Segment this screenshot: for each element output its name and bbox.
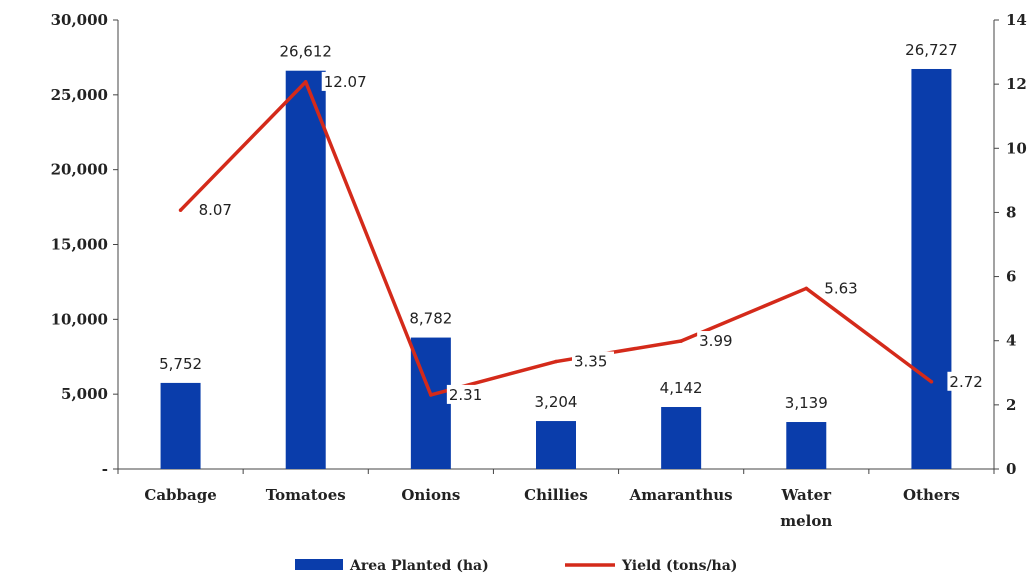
y-right-tick-label: 12 bbox=[1006, 75, 1027, 93]
line-value-label: 12.07 bbox=[324, 73, 367, 91]
bar-value-label: 5,752 bbox=[159, 355, 202, 373]
line-value-label-bg bbox=[947, 371, 990, 391]
legend: Area Planted (ha) Yield (tons/ha) bbox=[295, 558, 737, 574]
line-value-label: 2.31 bbox=[449, 386, 482, 404]
bar-value-label: 3,139 bbox=[785, 394, 828, 412]
bar-value-label: 4,142 bbox=[660, 379, 703, 397]
bar bbox=[661, 407, 702, 469]
x-category-label: Others bbox=[903, 486, 960, 504]
line-point bbox=[554, 359, 558, 364]
line-value-label: 8.07 bbox=[199, 201, 232, 219]
line-value-label: 5.63 bbox=[824, 279, 857, 297]
y-right-tick-label: 8 bbox=[1006, 203, 1016, 221]
bars bbox=[160, 68, 952, 470]
x-category-label: Amaranthus bbox=[629, 486, 733, 504]
bar-value-label: 26,612 bbox=[279, 43, 332, 61]
line-point bbox=[929, 379, 934, 384]
line-value-label: 3.99 bbox=[699, 332, 732, 350]
y-right-tick-label: 2 bbox=[1006, 396, 1016, 414]
line-value-label-bg bbox=[321, 71, 374, 91]
x-category-label: Cabbage bbox=[144, 486, 216, 504]
y-left-tick-label: 20,000 bbox=[51, 161, 108, 179]
axes: - 5,000 10,000 15,000 20,000 25,000 30,000 0 2 4 6… bbox=[51, 11, 1027, 530]
bar-value-label: 8,782 bbox=[409, 310, 452, 328]
y-right-tick-label: 4 bbox=[1006, 332, 1016, 350]
y-left-tick-label: 15,000 bbox=[51, 236, 108, 254]
line-point bbox=[804, 286, 809, 291]
line-point bbox=[178, 208, 183, 212]
line-point bbox=[679, 339, 683, 343]
y-left-tick-label: 30,000 bbox=[51, 11, 108, 29]
bar bbox=[285, 70, 326, 470]
y-left-tick-label: 5,000 bbox=[61, 385, 108, 403]
y-left-tick-label: - bbox=[102, 460, 108, 478]
x-category-label: Chillies bbox=[524, 486, 588, 504]
y-right-tick-label: 0 bbox=[1006, 460, 1016, 478]
line-value-label: 2.72 bbox=[949, 373, 982, 391]
bar-value-label: 26,727 bbox=[905, 41, 958, 59]
x-category-label: Water bbox=[780, 486, 832, 504]
line-value-label-bg bbox=[572, 351, 614, 371]
line-value-label-bg bbox=[822, 278, 865, 298]
legend-line-label: Yield (tons/ha) bbox=[621, 558, 737, 574]
line-value-label-bg bbox=[196, 200, 239, 220]
yield-line bbox=[178, 80, 934, 397]
bar bbox=[786, 422, 827, 469]
bar bbox=[536, 421, 576, 469]
line-value-label-bg bbox=[697, 331, 740, 351]
bar bbox=[911, 68, 952, 469]
x-category-label: Onions bbox=[401, 486, 460, 504]
y-right-tick-label: 6 bbox=[1006, 268, 1016, 286]
y-right-tick-label: 10 bbox=[1006, 139, 1027, 157]
bar-value-label: 3,204 bbox=[535, 393, 578, 411]
line-value-label: 3.35 bbox=[574, 353, 607, 371]
line-value-label-bg bbox=[446, 384, 489, 404]
y-left-tick-label: 10,000 bbox=[51, 310, 108, 328]
y-left-tick-label: 25,000 bbox=[51, 86, 108, 104]
x-category-label: Tomatoes bbox=[266, 486, 346, 504]
data-labels: 5,752 26,612 8,782 3,204 4,142 3,139 26,727 8.0… bbox=[159, 41, 990, 412]
x-category-label: melon bbox=[780, 512, 832, 530]
legend-bar-label: Area Planted (ha) bbox=[349, 558, 489, 574]
legend-bar-swatch bbox=[295, 559, 343, 570]
y-right-tick-label: 14 bbox=[1006, 11, 1027, 29]
line-point bbox=[303, 80, 308, 84]
line-point bbox=[429, 393, 433, 397]
bar bbox=[160, 382, 201, 469]
